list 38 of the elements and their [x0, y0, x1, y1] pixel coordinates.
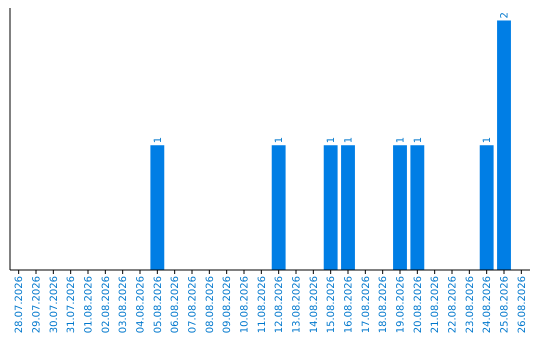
- x-tick-label: 13.08.2026: [292, 276, 302, 334]
- x-tick-label: 21.08.2026: [430, 276, 442, 334]
- x-tick-label: 23.08.2026: [464, 276, 476, 334]
- x-tick-label: 06.08.2026: [170, 276, 182, 334]
- x-tick-label: 08.08.2026: [204, 276, 216, 334]
- x-tick-label: 25.08.2026: [500, 276, 510, 334]
- x-tick-label: 18.08.2026: [378, 276, 390, 334]
- data-label: 1: [344, 136, 354, 144]
- data-label: 1: [326, 136, 338, 144]
- x-tick-label: 14.08.2026: [308, 276, 320, 334]
- data-label: 1: [482, 136, 494, 144]
- x-tick-label: 17.08.2026: [360, 276, 372, 334]
- data-label: 1: [152, 136, 164, 144]
- x-tick-label: 29.07.2026: [32, 276, 42, 334]
- x-tick-label: 26.08.2026: [516, 276, 528, 334]
- x-tick-label: 12.08.2026: [274, 276, 286, 334]
- x-tick-label: 03.08.2026: [118, 276, 130, 334]
- x-tick-label: 15.08.2026: [326, 276, 338, 334]
- x-tick-label: 24.08.2026: [482, 276, 494, 334]
- x-tick-label: 02.08.2026: [100, 276, 112, 334]
- data-label: 1: [274, 136, 286, 144]
- x-tick-label: 22.08.2026: [448, 276, 458, 334]
- x-tick-label: 05.08.2026: [152, 276, 164, 334]
- x-tick-label: 04.08.2026: [136, 276, 146, 334]
- x-tick-label: 10.08.2026: [240, 276, 250, 334]
- data-label: 2: [500, 12, 510, 18]
- x-tick-label: 01.08.2026: [84, 276, 94, 334]
- x-tick-label: 11.08.2026: [256, 276, 268, 334]
- x-tick-label: 30.07.2026: [48, 276, 60, 334]
- x-tick-label: 31.07.2026: [66, 276, 78, 334]
- data-label: 1: [412, 136, 424, 144]
- data-label: 1: [396, 136, 406, 144]
- x-tick-label: 07.08.2026: [188, 276, 198, 334]
- x-tick-label: 28.07.2026: [14, 276, 26, 334]
- x-tick-label: 16.08.2026: [344, 276, 354, 334]
- x-tick-label: 20.08.2026: [412, 276, 424, 334]
- x-tick-label: 09.08.2026: [222, 276, 234, 334]
- x-tick-label: 19.08.2026: [396, 276, 406, 334]
